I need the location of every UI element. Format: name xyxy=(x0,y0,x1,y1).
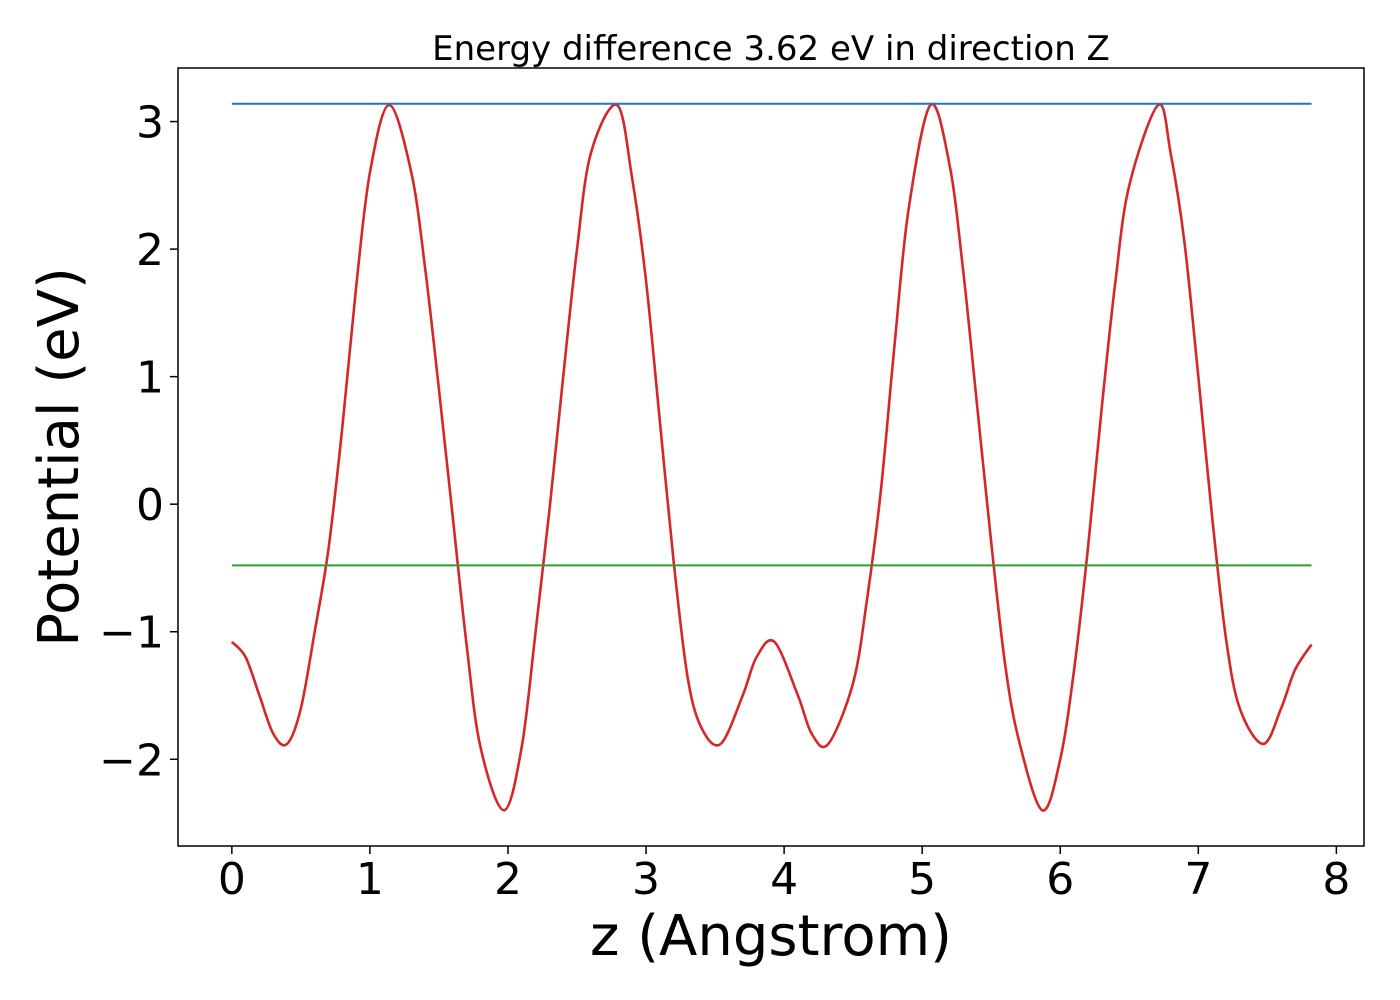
y-tick-label: −2 xyxy=(99,735,164,786)
plot-frame xyxy=(177,67,1365,847)
chart-title: Energy difference 3.62 eV in direction Z xyxy=(432,29,1110,69)
x-axis-label: z (Angstrom) xyxy=(590,904,952,969)
x-tick-label: 7 xyxy=(1184,854,1212,905)
x-axis-ticks: 0 1 2 3 4 5 6 7 8 xyxy=(218,846,1350,905)
y-axis-label: Potential (eV) xyxy=(27,267,92,647)
x-tick-label: 8 xyxy=(1322,854,1350,905)
x-tick-label: 2 xyxy=(494,854,522,905)
y-tick-label: −1 xyxy=(99,608,164,659)
x-tick-label: 4 xyxy=(770,854,798,905)
x-tick-label: 6 xyxy=(1046,854,1074,905)
y-tick-label: 2 xyxy=(136,225,164,276)
potential-curve xyxy=(230,102,1313,812)
y-tick-label: 1 xyxy=(136,353,164,404)
x-tick-label: 1 xyxy=(356,854,384,905)
y-axis-ticks: −2 −1 0 1 2 3 xyxy=(99,98,178,786)
x-tick-label: 0 xyxy=(218,854,246,905)
x-tick-label: 3 xyxy=(632,854,660,905)
y-tick-label: 3 xyxy=(136,98,164,149)
series-layer xyxy=(230,102,1313,812)
y-tick-label: 0 xyxy=(136,480,164,531)
x-tick-label: 5 xyxy=(908,854,936,905)
